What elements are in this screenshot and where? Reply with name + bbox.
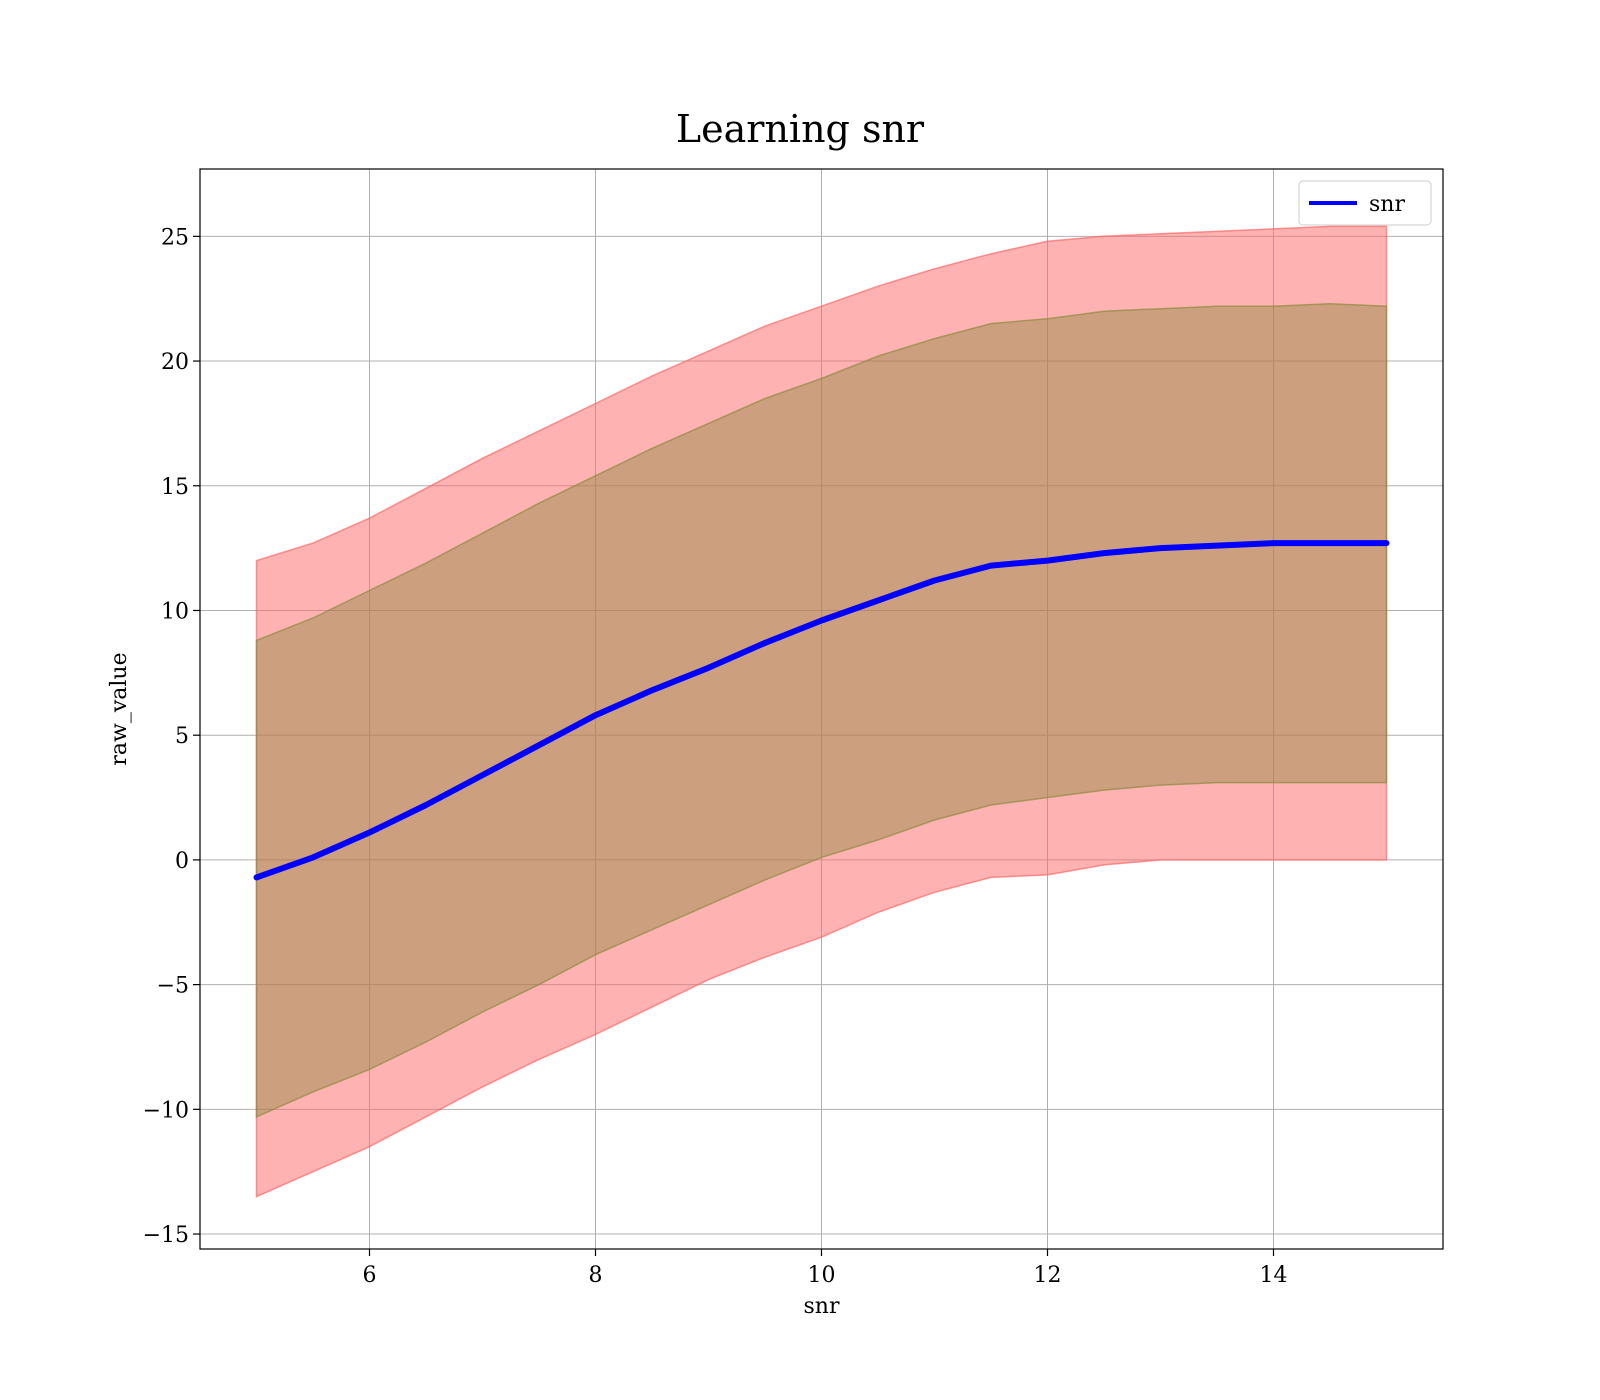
bands	[255, 225, 1388, 1198]
chart-title: Learning snr	[676, 107, 925, 151]
y-tick-label: 25	[161, 225, 189, 250]
y-tick-label: 15	[161, 475, 189, 500]
x-tick-label: 8	[589, 1263, 603, 1288]
y-tick-label: 5	[175, 724, 189, 749]
x-tick-label: 12	[1034, 1263, 1062, 1288]
x-axis-label: snr	[804, 1294, 840, 1319]
y-tick-label: 20	[161, 350, 189, 375]
legend-box	[1298, 180, 1432, 226]
x-tick-label: 14	[1260, 1263, 1288, 1288]
y-tick-label: −10	[143, 1098, 189, 1123]
legend-label-snr: snr	[1369, 192, 1405, 217]
y-tick-label: −5	[157, 974, 189, 999]
ticks: 6 8 10 12 14 −15 −10 −5 0 5 10 15 20 25	[143, 225, 1288, 1288]
y-tick-label: −15	[143, 1223, 189, 1248]
series-lines	[253, 540, 1390, 881]
y-axis-label: raw_value	[107, 652, 132, 765]
x-tick-label: 6	[363, 1263, 377, 1288]
band-area-1	[255, 302, 1388, 1118]
legend: snr	[1298, 180, 1432, 226]
band-area-0	[255, 225, 1388, 1198]
y-tick-label: 0	[175, 849, 189, 874]
y-tick-label: 10	[161, 599, 189, 624]
series-line-snr	[253, 540, 1390, 881]
x-tick-label: 10	[808, 1263, 836, 1288]
